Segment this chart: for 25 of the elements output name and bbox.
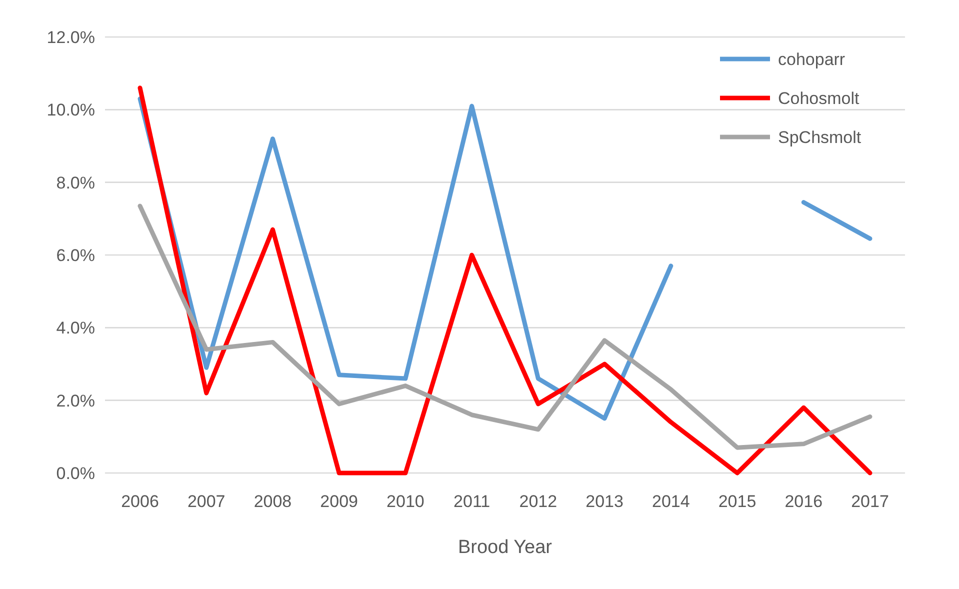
x-axis-title: Brood Year [458, 537, 553, 558]
x-tick-label: 2016 [784, 492, 823, 511]
y-tick-label: 2.0% [56, 391, 95, 410]
x-tick-label: 2009 [320, 492, 358, 511]
x-tick-label: 2010 [386, 492, 424, 511]
x-tick-label: 2014 [652, 492, 690, 511]
x-tick-label: 2013 [586, 492, 624, 511]
legend-label: Cohosmolt [778, 88, 860, 108]
x-tick-label: 2007 [187, 492, 226, 511]
x-tick-label: 2012 [519, 492, 558, 511]
line-series [138, 204, 872, 450]
legend-label: SpChsmolt [778, 128, 862, 147]
line-series [138, 86, 872, 476]
y-tick-label: 4.0% [56, 318, 95, 338]
x-tick-label: 2006 [121, 492, 159, 511]
y-tick-label: 6.0% [56, 246, 95, 265]
legend-label: cohoparr [778, 50, 846, 69]
y-tick-label: 8.0% [56, 173, 95, 192]
x-tick-label: 2015 [718, 492, 756, 511]
x-tick-label: 2011 [454, 492, 490, 511]
y-tick-label: 10.0% [46, 100, 95, 120]
x-tick-label: 2017 [851, 492, 889, 511]
y-tick-label: 0.0% [56, 464, 95, 483]
x-tick-label: 2008 [254, 492, 292, 511]
y-tick-label: 12.0% [46, 28, 95, 47]
